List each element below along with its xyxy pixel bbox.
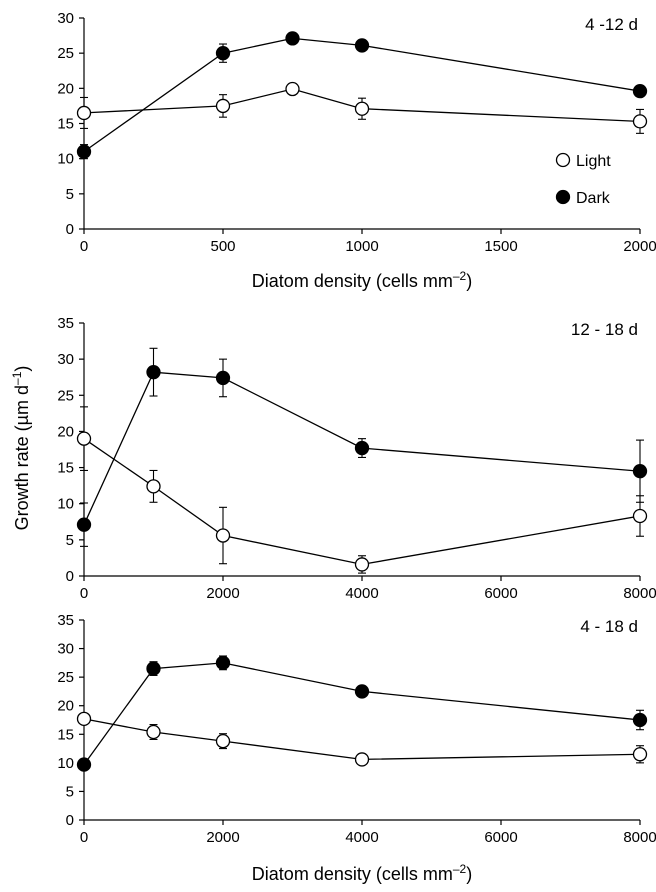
x-tick-label: 500 <box>210 238 235 255</box>
data-point-light <box>285 81 300 97</box>
y-tick-label: 15 <box>57 116 74 133</box>
data-point-light <box>215 528 231 543</box>
data-point-light <box>215 98 231 114</box>
data-point-dark <box>76 517 92 532</box>
x-tick-label: 0 <box>80 238 88 255</box>
data-point-dark <box>285 31 300 46</box>
y-tick-label: 30 <box>57 641 74 658</box>
data-point-light <box>76 105 92 121</box>
data-point-light <box>215 733 231 749</box>
x-tick-label: 2000 <box>206 585 239 602</box>
data-point-dark <box>354 440 370 456</box>
data-point-dark <box>76 144 92 159</box>
data-point-light <box>632 747 648 762</box>
y-tick-label: 5 <box>66 186 74 203</box>
data-point-dark <box>354 684 370 699</box>
data-point-dark <box>146 661 161 676</box>
panel-label: 12 - 18 d <box>571 320 638 339</box>
series-line-dark <box>83 37 641 153</box>
y-tick-label: 10 <box>57 496 74 513</box>
data-point-dark <box>215 370 231 386</box>
x-tick-label: 4000 <box>345 829 378 846</box>
y-tick-label: 35 <box>57 315 74 332</box>
data-point-light <box>354 557 370 572</box>
panel-3: 0 5 10 15 20 25 30 35 0 2000 4000 6000 8000 4 - 18 d D… <box>57 612 656 884</box>
series-dark <box>76 31 648 160</box>
y-tick-label: 10 <box>57 755 74 772</box>
x-tick-label: 6000 <box>484 829 517 846</box>
data-point-light <box>146 724 161 740</box>
y-tick-label: 5 <box>66 532 74 549</box>
y-tick-label: 5 <box>66 783 74 800</box>
data-point-dark <box>215 46 231 61</box>
y-tick-label: 20 <box>57 698 74 715</box>
series-light <box>76 81 648 134</box>
x-tick-label: 1000 <box>345 238 378 255</box>
y-tick-label: 20 <box>57 423 74 440</box>
data-point-dark <box>76 757 92 772</box>
y-tick-label: 15 <box>57 726 74 743</box>
y-axis-title: Growth rate (µm d–1) <box>10 366 32 531</box>
y-tick-label: 25 <box>57 387 74 404</box>
y-tick-label: 20 <box>57 80 74 97</box>
panel-label: 4 - 18 d <box>580 617 638 636</box>
series-dark <box>76 655 648 772</box>
y-tick-label: 30 <box>57 351 74 368</box>
data-point-dark <box>354 38 370 53</box>
series-line-dark <box>83 662 641 765</box>
y-tick-label: 15 <box>57 460 74 477</box>
data-point-light <box>354 752 370 767</box>
legend-light-marker <box>555 152 571 168</box>
data-point-light <box>632 508 648 524</box>
data-point-dark <box>146 365 161 380</box>
x-tick-label: 4000 <box>345 585 378 602</box>
x-tick-label: 8000 <box>623 829 656 846</box>
y-tick-label: 25 <box>57 669 74 686</box>
data-point-dark <box>632 83 648 99</box>
x-axis-title: Diatom density (cells mm–2) <box>252 269 472 291</box>
x-axis-title: Diatom density (cells mm–2) <box>252 862 472 884</box>
series-light <box>76 406 648 574</box>
y-tick-label: 10 <box>57 151 74 168</box>
x-tick-label: 2000 <box>623 238 656 255</box>
panel-label: 4 -12 d <box>585 15 638 34</box>
y-tick-label: 30 <box>57 10 74 27</box>
data-point-light <box>76 711 92 727</box>
x-tick-label: 8000 <box>623 585 656 602</box>
y-tick-label: 0 <box>66 568 74 585</box>
data-point-dark <box>632 464 648 479</box>
legend-dark-label: Dark <box>576 190 611 207</box>
legend: Light Dark <box>555 152 611 207</box>
data-point-dark <box>215 655 231 671</box>
data-point-light <box>354 101 370 116</box>
x-tick-label: 0 <box>80 829 88 846</box>
x-tick-label: 1500 <box>484 238 517 255</box>
data-point-light <box>146 479 161 494</box>
data-point-light <box>76 431 92 446</box>
series-light <box>76 711 648 767</box>
data-point-dark <box>632 712 648 728</box>
y-tick-label: 25 <box>57 45 74 62</box>
x-tick-label: 2000 <box>206 829 239 846</box>
legend-light-label: Light <box>576 153 611 170</box>
data-point-light <box>632 114 648 129</box>
y-tick-label: 35 <box>57 612 74 629</box>
panel-2: 0 5 10 15 20 25 30 35 0 2000 4000 6000 8000 12 - 18 d <box>57 315 656 602</box>
y-tick-label: 0 <box>66 812 74 829</box>
legend-dark-marker <box>555 189 571 205</box>
x-tick-label: 0 <box>80 585 88 602</box>
panel-1: 0 5 10 15 20 25 30 0 500 1000 1500 2000 4 -12 d Diato… <box>57 10 656 291</box>
y-tick-label: 0 <box>66 221 74 238</box>
x-tick-label: 6000 <box>484 585 517 602</box>
series-dark <box>76 347 648 547</box>
